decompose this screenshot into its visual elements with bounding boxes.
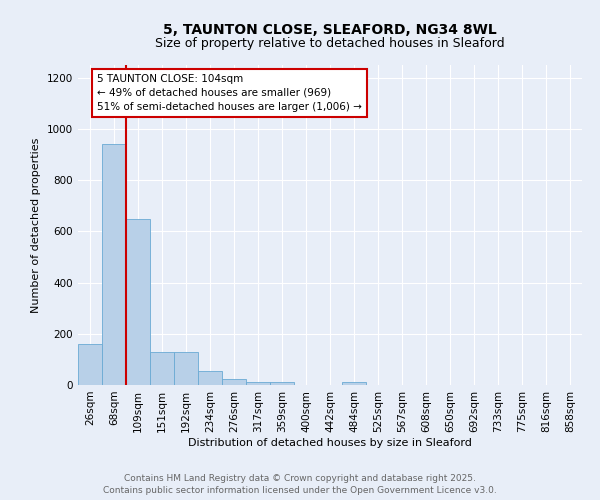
Y-axis label: Number of detached properties: Number of detached properties <box>31 138 41 312</box>
Bar <box>78 344 102 385</box>
Bar <box>222 378 246 385</box>
X-axis label: Distribution of detached houses by size in Sleaford: Distribution of detached houses by size … <box>188 438 472 448</box>
Bar <box>102 144 126 385</box>
Bar <box>174 352 198 385</box>
Bar <box>270 382 294 385</box>
Text: Contains HM Land Registry data © Crown copyright and database right 2025.
Contai: Contains HM Land Registry data © Crown c… <box>103 474 497 495</box>
Bar <box>342 382 366 385</box>
Bar <box>150 352 174 385</box>
Bar <box>198 371 222 385</box>
Bar <box>246 382 270 385</box>
Text: Size of property relative to detached houses in Sleaford: Size of property relative to detached ho… <box>155 38 505 51</box>
Text: 5, TAUNTON CLOSE, SLEAFORD, NG34 8WL: 5, TAUNTON CLOSE, SLEAFORD, NG34 8WL <box>163 22 497 36</box>
Bar <box>126 218 150 385</box>
Text: 5 TAUNTON CLOSE: 104sqm
← 49% of detached houses are smaller (969)
51% of semi-d: 5 TAUNTON CLOSE: 104sqm ← 49% of detache… <box>97 74 362 112</box>
